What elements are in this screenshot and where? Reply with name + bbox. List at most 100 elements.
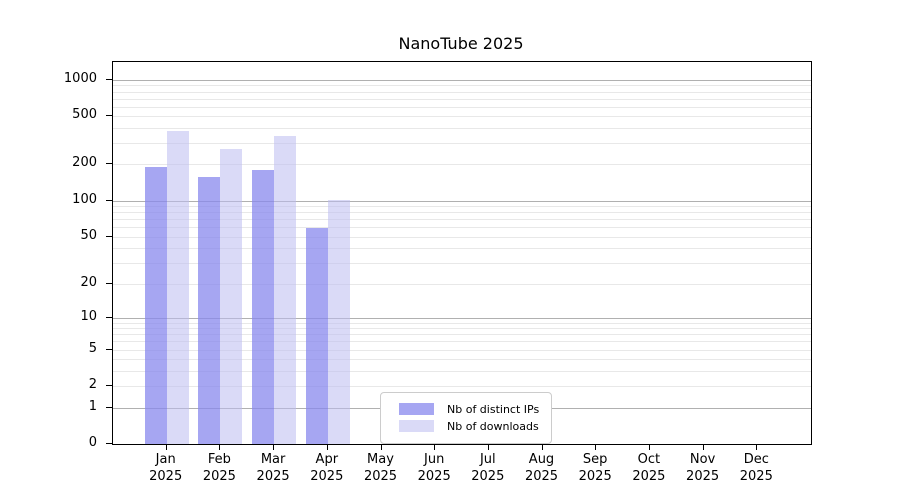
x-tick-oct	[648, 444, 650, 450]
gridline-major-10	[113, 317, 811, 319]
legend: Nb of distinct IPs Nb of downloads	[380, 392, 553, 444]
x-tick-feb	[219, 444, 221, 450]
gridline-minor-80	[113, 212, 811, 214]
x-tick-label-jun-2025: Jun 2025	[406, 451, 462, 485]
x-tick-label-sep-2025: Sep 2025	[567, 451, 623, 485]
x-tick-label-dec-2025: Dec 2025	[728, 451, 784, 485]
x-tick-month: Mar	[260, 452, 286, 467]
y-tick-100	[106, 199, 112, 201]
x-tick-month: Sep	[582, 452, 608, 467]
y-tick-1000	[106, 78, 112, 80]
legend-item-downloads: Nb of downloads	[399, 419, 539, 433]
gridline-minor-800	[113, 91, 811, 93]
gridline-minor-900	[113, 85, 811, 87]
gridline-minor-2	[113, 386, 811, 388]
x-tick-nov	[702, 444, 704, 450]
gridline-minor-20	[113, 283, 811, 285]
y-tick-1	[106, 406, 112, 408]
x-tick-dec	[756, 444, 758, 450]
x-tick-label-feb-2025: Feb 2025	[191, 451, 247, 485]
y-tick-10	[106, 316, 112, 318]
x-tick-year: 2025	[202, 469, 236, 484]
gridline-minor-60	[113, 227, 811, 229]
y-tick-label-50: 50	[80, 227, 97, 243]
bar-nb-of-distinct-ips-feb-2025	[198, 177, 221, 444]
x-tick-year: 2025	[310, 469, 344, 484]
legend-swatch-downloads	[399, 420, 434, 432]
x-tick-aug	[541, 444, 543, 450]
gridline-minor-8	[113, 328, 811, 330]
x-tick-month: Jun	[424, 452, 445, 467]
x-tick-label-apr-2025: Apr 2025	[299, 451, 355, 485]
gridline-minor-300	[113, 143, 811, 145]
x-tick-sep	[595, 444, 597, 450]
y-tick-20	[106, 282, 112, 284]
bar-nb-of-distinct-ips-apr-2025	[305, 228, 328, 444]
y-tick-label-0: 0	[88, 435, 97, 450]
bar-nb-of-distinct-ips-jan-2025	[144, 167, 167, 444]
x-tick-year: 2025	[417, 469, 451, 484]
x-tick-year: 2025	[739, 469, 773, 484]
x-tick-label-may-2025: May 2025	[353, 451, 409, 485]
gridline-minor-30	[113, 262, 811, 264]
x-tick-month: Dec	[743, 452, 769, 467]
y-tick-label-10: 10	[80, 308, 97, 324]
bar-nb-of-downloads-apr-2025	[327, 199, 350, 444]
gridline-minor-6	[113, 341, 811, 343]
gridline-minor-50	[113, 236, 811, 238]
y-tick-label-20: 20	[80, 274, 97, 290]
gridline-minor-5	[113, 349, 811, 351]
gridline-minor-40	[113, 248, 811, 250]
y-tick-label-200: 200	[72, 155, 97, 171]
x-tick-month: Oct	[637, 452, 661, 467]
y-tick-200	[106, 163, 112, 165]
gridline-minor-600	[113, 106, 811, 108]
x-tick-month: Aug	[528, 452, 555, 467]
x-tick-year: 2025	[524, 469, 559, 484]
x-tick-mar	[273, 444, 275, 450]
x-tick-label-jan-2025: Jan 2025	[138, 451, 194, 485]
gridline-minor-200	[113, 164, 811, 166]
y-tick-2	[106, 385, 112, 387]
y-tick-label-1: 1	[88, 398, 97, 414]
y-tick-label-100: 100	[72, 191, 97, 207]
gridline-major-100	[113, 200, 811, 202]
y-tick-50	[106, 235, 112, 237]
x-tick-year: 2025	[363, 469, 398, 484]
x-tick-year: 2025	[149, 469, 183, 484]
legend-item-distinct-ips: Nb of distinct IPs	[399, 402, 539, 416]
x-tick-label-nov-2025: Nov 2025	[675, 451, 731, 485]
x-tick-year: 2025	[256, 469, 290, 484]
gridline-minor-500	[113, 116, 811, 118]
legend-swatch-distinct-ips	[399, 403, 434, 415]
gridline-minor-90	[113, 206, 811, 208]
y-tick-label-1000: 1000	[63, 70, 97, 86]
x-tick-month: Jan	[155, 452, 176, 467]
x-tick-year: 2025	[632, 469, 666, 484]
x-tick-jan	[165, 444, 167, 450]
x-tick-label-jul-2025: Jul 2025	[460, 451, 516, 485]
gridline-minor-7	[113, 334, 811, 336]
x-tick-apr	[326, 444, 328, 450]
legend-label-downloads: Nb of downloads	[447, 419, 539, 433]
y-tick-label-5: 5	[88, 340, 97, 356]
bar-nb-of-downloads-jan-2025	[166, 131, 189, 444]
x-tick-label-oct-2025: Oct 2025	[621, 451, 677, 485]
bar-nb-of-downloads-mar-2025	[274, 135, 297, 444]
x-tick-label-aug-2025: Aug 2025	[514, 451, 570, 485]
bar-nb-of-distinct-ips-mar-2025	[252, 169, 275, 444]
bar-nb-of-downloads-feb-2025	[220, 148, 243, 444]
legend-label-distinct-ips: Nb of distinct IPs	[447, 402, 540, 416]
y-tick-0	[106, 443, 112, 444]
plot-area: Nb of distinct IPs Nb of downloads	[112, 61, 812, 445]
x-tick-month: Jul	[479, 452, 496, 467]
x-tick-may	[380, 444, 382, 450]
x-tick-jul	[487, 444, 489, 450]
y-tick-label-500: 500	[72, 107, 97, 123]
gridline-minor-700	[113, 98, 811, 100]
x-tick-month: May	[367, 452, 394, 467]
chart-title: NanoTube 2025	[398, 34, 524, 53]
x-tick-jun	[434, 444, 436, 450]
gridline-minor-9	[113, 322, 811, 324]
